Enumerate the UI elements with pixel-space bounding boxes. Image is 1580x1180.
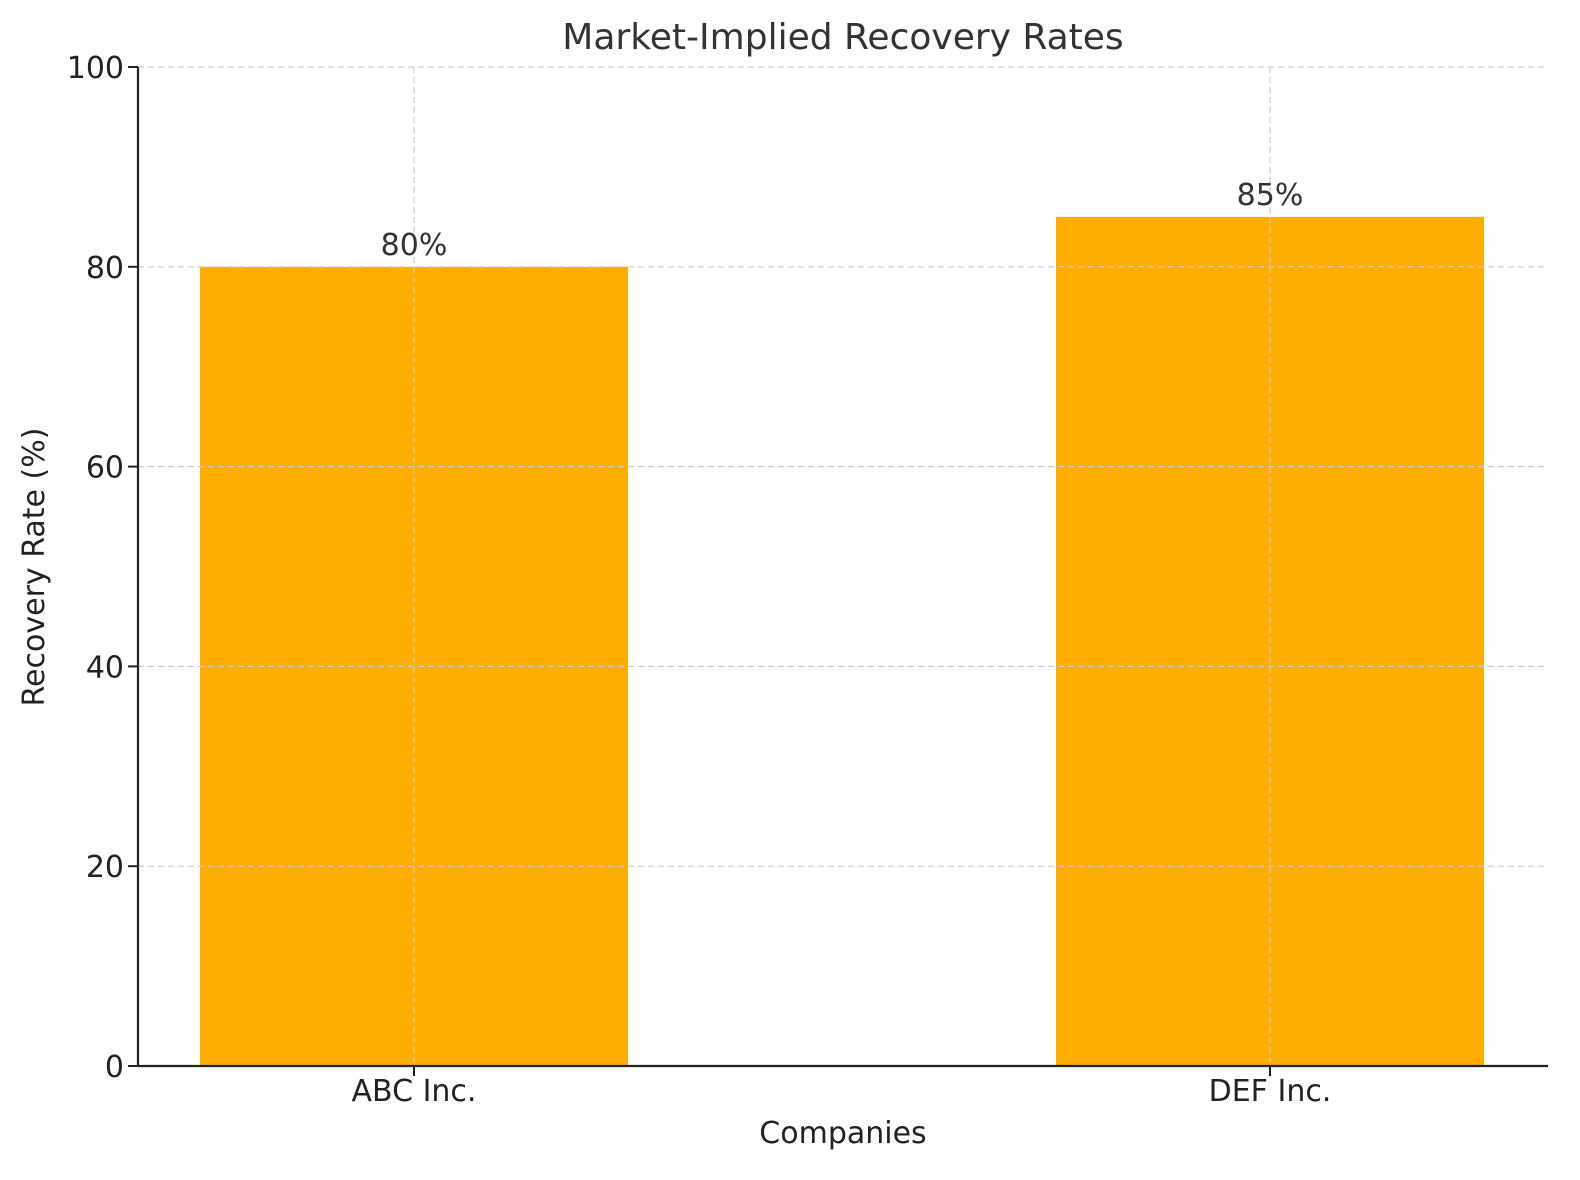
bar-data-label: 80%: [381, 228, 448, 263]
bar-layer: [200, 216, 1484, 1067]
bar-data-label: 85%: [1237, 178, 1304, 213]
x-tick-label: DEF Inc.: [1209, 1074, 1332, 1109]
chart-title: Market-Implied Recovery Rates: [562, 17, 1123, 58]
axis-layer: [136, 67, 1548, 1068]
x-axis-label: Companies: [759, 1116, 926, 1151]
y-tick-label: 80: [86, 251, 124, 286]
x-tick-label: ABC Inc.: [352, 1074, 477, 1109]
data-label-layer: 80% 85%: [381, 178, 1304, 263]
x-tick-layer: ABC Inc. DEF Inc.: [352, 1066, 1332, 1109]
y-tick-layer: 0 20 40 60 80 100: [67, 51, 138, 1085]
y-tick-label: 100: [67, 51, 124, 86]
y-tick-label: 0: [105, 1050, 124, 1085]
y-tick-label: 60: [86, 451, 124, 486]
y-tick-label: 20: [86, 850, 124, 885]
grid-layer: [138, 66, 1548, 1066]
y-tick-label: 40: [86, 650, 124, 685]
y-axis-label: Recovery Rate (%): [17, 428, 52, 707]
